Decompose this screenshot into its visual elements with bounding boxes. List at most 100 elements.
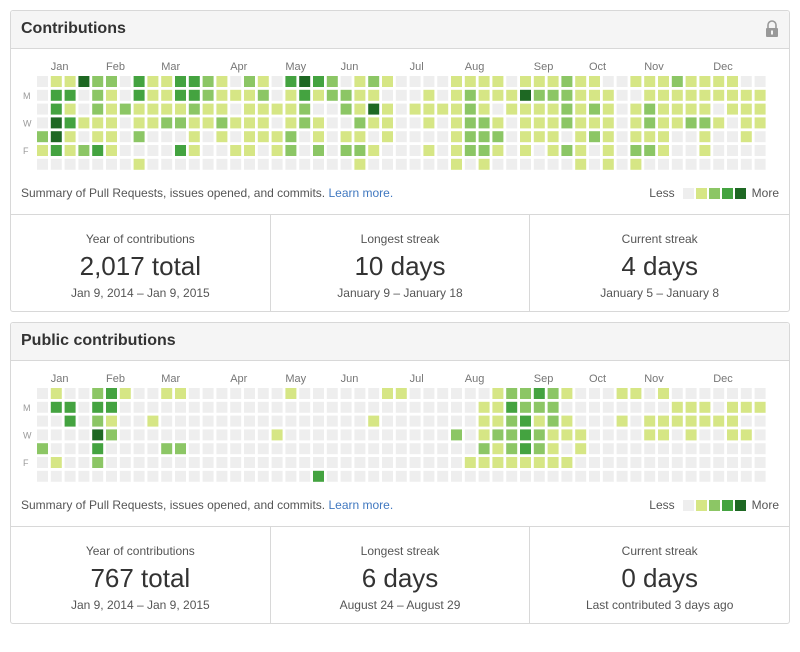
contribution-day-cell[interactable] <box>216 443 228 455</box>
contribution-day-cell[interactable] <box>64 158 76 170</box>
contribution-day-cell[interactable] <box>133 429 145 441</box>
contribution-day-cell[interactable] <box>658 89 669 101</box>
contribution-day-cell[interactable] <box>147 388 159 399</box>
contribution-day-cell[interactable] <box>395 457 407 468</box>
contribution-day-cell[interactable] <box>382 76 393 87</box>
contribution-day-cell[interactable] <box>451 457 462 468</box>
contribution-day-cell[interactable] <box>727 145 738 156</box>
contribution-day-cell[interactable] <box>147 89 159 101</box>
contribution-day-cell[interactable] <box>299 103 311 115</box>
contribution-day-cell[interactable] <box>37 103 48 115</box>
contribution-day-cell[interactable] <box>78 415 90 427</box>
contribution-day-cell[interactable] <box>216 145 228 156</box>
contribution-day-cell[interactable] <box>133 158 145 170</box>
contribution-day-cell[interactable] <box>326 457 338 468</box>
contribution-day-cell[interactable] <box>354 117 366 129</box>
contribution-day-cell[interactable] <box>50 415 62 427</box>
contribution-day-cell[interactable] <box>92 429 104 441</box>
contribution-day-cell[interactable] <box>64 388 76 399</box>
contribution-day-cell[interactable] <box>602 443 614 455</box>
contribution-day-cell[interactable] <box>395 401 407 413</box>
contribution-day-cell[interactable] <box>175 103 186 115</box>
contribution-day-cell[interactable] <box>313 429 324 441</box>
contribution-day-cell[interactable] <box>50 76 62 87</box>
contribution-day-cell[interactable] <box>271 415 283 427</box>
contribution-day-cell[interactable] <box>699 131 711 143</box>
contribution-day-cell[interactable] <box>161 76 173 87</box>
contribution-day-cell[interactable] <box>547 457 559 468</box>
contribution-day-cell[interactable] <box>299 158 311 170</box>
contribution-day-cell[interactable] <box>106 470 117 482</box>
contribution-day-cell[interactable] <box>147 76 159 87</box>
contribution-day-cell[interactable] <box>37 76 48 87</box>
contribution-day-cell[interactable] <box>161 415 173 427</box>
contribution-day-cell[interactable] <box>561 89 573 101</box>
contribution-day-cell[interactable] <box>658 158 669 170</box>
contribution-day-cell[interactable] <box>133 117 145 129</box>
contribution-day-cell[interactable] <box>64 429 76 441</box>
contribution-day-cell[interactable] <box>92 470 104 482</box>
contribution-day-cell[interactable] <box>354 429 366 441</box>
contribution-day-cell[interactable] <box>602 76 614 87</box>
contribution-day-cell[interactable] <box>520 470 531 482</box>
contribution-day-cell[interactable] <box>437 470 449 482</box>
contribution-day-cell[interactable] <box>299 415 311 427</box>
contribution-day-cell[interactable] <box>354 415 366 427</box>
contribution-day-cell[interactable] <box>313 145 324 156</box>
contribution-day-cell[interactable] <box>271 145 283 156</box>
contribution-day-cell[interactable] <box>561 443 573 455</box>
contribution-day-cell[interactable] <box>685 117 697 129</box>
contribution-day-cell[interactable] <box>92 131 104 143</box>
contribution-day-cell[interactable] <box>561 145 573 156</box>
contribution-day-cell[interactable] <box>382 131 393 143</box>
contribution-day-cell[interactable] <box>409 457 421 468</box>
contribution-day-cell[interactable] <box>506 117 518 129</box>
contribution-day-cell[interactable] <box>37 388 48 399</box>
contribution-day-cell[interactable] <box>561 76 573 87</box>
contribution-day-cell[interactable] <box>658 131 669 143</box>
contribution-day-cell[interactable] <box>354 443 366 455</box>
contribution-day-cell[interactable] <box>492 388 504 399</box>
contribution-day-cell[interactable] <box>561 117 573 129</box>
contribution-day-cell[interactable] <box>354 103 366 115</box>
contribution-day-cell[interactable] <box>575 103 587 115</box>
contribution-day-cell[interactable] <box>354 158 366 170</box>
contribution-day-cell[interactable] <box>147 131 159 143</box>
contribution-day-cell[interactable] <box>230 89 242 101</box>
contribution-day-cell[interactable] <box>216 415 228 427</box>
contribution-day-cell[interactable] <box>589 470 600 482</box>
contribution-day-cell[interactable] <box>547 415 559 427</box>
contribution-day-cell[interactable] <box>644 429 656 441</box>
contribution-day-cell[interactable] <box>699 103 711 115</box>
contribution-day-cell[interactable] <box>754 457 766 468</box>
contribution-day-cell[interactable] <box>340 117 352 129</box>
contribution-day-cell[interactable] <box>106 117 117 129</box>
contribution-day-cell[interactable] <box>230 470 242 482</box>
contribution-day-cell[interactable] <box>409 89 421 101</box>
contribution-day-cell[interactable] <box>423 117 435 129</box>
contribution-day-cell[interactable] <box>437 117 449 129</box>
contribution-day-cell[interactable] <box>685 103 697 115</box>
contribution-day-cell[interactable] <box>727 89 738 101</box>
contribution-day-cell[interactable] <box>230 117 242 129</box>
contribution-day-cell[interactable] <box>520 443 531 455</box>
contribution-day-cell[interactable] <box>740 401 752 413</box>
contribution-day-cell[interactable] <box>685 429 697 441</box>
contribution-day-cell[interactable] <box>561 415 573 427</box>
contribution-day-cell[interactable] <box>175 457 186 468</box>
contribution-day-cell[interactable] <box>547 145 559 156</box>
contribution-day-cell[interactable] <box>685 457 697 468</box>
contribution-day-cell[interactable] <box>202 415 214 427</box>
learn-more-link[interactable]: Learn more. <box>328 186 394 200</box>
contribution-day-cell[interactable] <box>630 76 642 87</box>
contribution-day-cell[interactable] <box>395 103 407 115</box>
contribution-day-cell[interactable] <box>478 117 490 129</box>
contribution-day-cell[interactable] <box>437 388 449 399</box>
contribution-day-cell[interactable] <box>671 388 683 399</box>
contribution-day-cell[interactable] <box>506 145 518 156</box>
contribution-day-cell[interactable] <box>409 117 421 129</box>
contribution-day-cell[interactable] <box>423 89 435 101</box>
contribution-day-cell[interactable] <box>423 443 435 455</box>
contribution-day-cell[interactable] <box>464 415 476 427</box>
contribution-day-cell[interactable] <box>188 158 200 170</box>
